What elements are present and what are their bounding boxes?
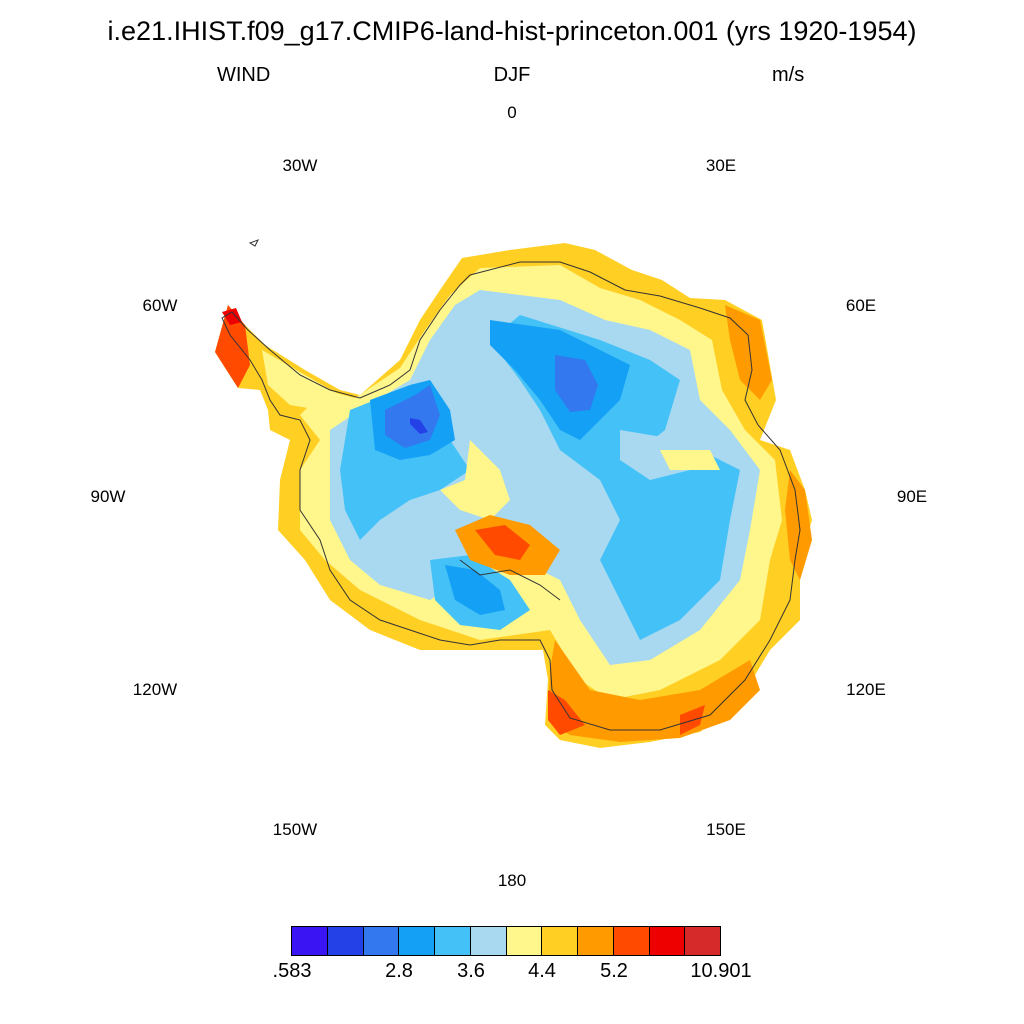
lon-label-120w: 120W (132, 680, 178, 699)
lon-label-180: 180 (497, 871, 527, 890)
coastline-path (221, 261, 801, 731)
variable-label: WIND (217, 64, 271, 86)
darkest-blue-core-east (555, 355, 598, 412)
deep-purple-spot (410, 418, 428, 434)
colorbar-box-9 (613, 927, 650, 955)
coastal-orange-band-ne (725, 305, 772, 400)
ross-ice-shelf-edge (459, 559, 561, 601)
wind-field (215, 243, 812, 748)
lon-label-30w: 30W (282, 156, 318, 175)
colorbar (291, 926, 721, 956)
lon-label-120e: 120E (846, 680, 886, 699)
peninsula-pale (262, 350, 340, 410)
colorbar-box-6 (506, 927, 543, 955)
peninsula-red-tip (215, 305, 250, 388)
colorbar-label-min: .583 (272, 960, 312, 982)
colorbar-box-2 (363, 927, 400, 955)
lon-label-0: 0 (507, 103, 517, 122)
colorbar-box-0 (292, 927, 328, 955)
colorbar-label-5-2: 5.2 (600, 960, 628, 982)
south-shetland-island (248, 239, 260, 247)
coastal-orange-band-east (785, 470, 812, 580)
lon-label-90w: 90W (90, 487, 126, 506)
colorbar-box-4 (435, 927, 471, 955)
colorbar-box-7 (542, 927, 578, 955)
colorbar-label-4-4: 4.4 (528, 960, 556, 982)
peninsula-deep-red (222, 308, 242, 325)
ross-hotspot-red (475, 525, 530, 560)
lon-label-90e: 90E (896, 487, 928, 506)
dark-blue-region-ross (445, 565, 505, 615)
colorbar-box-10 (649, 927, 686, 955)
season-label: DJF (493, 64, 531, 86)
colorbar-box-8 (578, 927, 614, 955)
colorbar-label-max: 10.901 (690, 960, 752, 982)
lon-label-60w: 60W (142, 296, 178, 315)
units-label: m/s (772, 64, 805, 86)
lon-label-150e: 150E (706, 820, 746, 839)
colorbar-label-3-6: 3.6 (457, 960, 485, 982)
interior-yellow-streak-2 (660, 450, 720, 470)
colorbar-box-5 (470, 927, 507, 955)
lon-label-150w: 150W (272, 820, 318, 839)
colorbar-label-2-8: 2.8 (385, 960, 413, 982)
colorbar-box-11 (685, 927, 720, 955)
coastal-orange-band-south (548, 640, 760, 742)
main-title: i.e21.IHIST.f09_g17.CMIP6-land-hist-prin… (107, 16, 917, 46)
colorbar-box-1 (327, 927, 364, 955)
lon-label-60e: 60E (845, 296, 877, 315)
lon-label-30e: 30E (705, 156, 737, 175)
interior-yellow-streak (440, 440, 510, 520)
colorbar-box-3 (399, 927, 435, 955)
interior-ridge-1 (515, 410, 560, 500)
coastline (221, 239, 801, 731)
